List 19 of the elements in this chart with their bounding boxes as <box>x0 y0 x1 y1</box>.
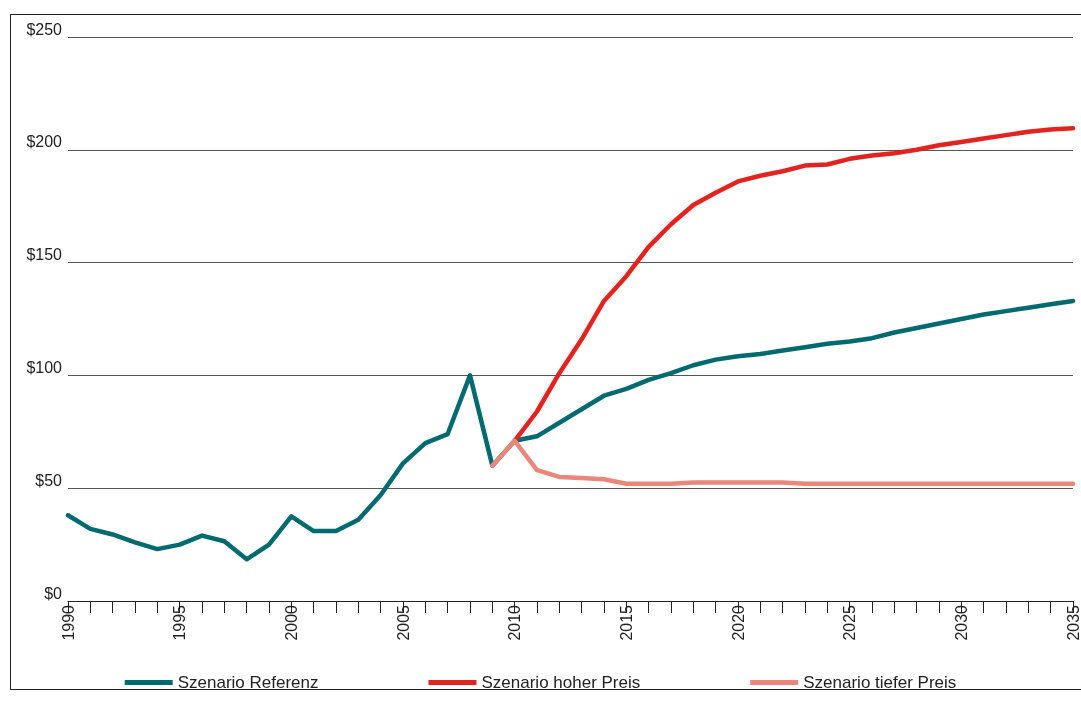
x-tick-label: 2030 <box>952 604 970 641</box>
legend-label: Szenario hoher Preis <box>481 673 641 692</box>
y-tick-label: $50 <box>35 471 63 489</box>
x-tick-label: 2000 <box>282 604 300 641</box>
x-tick-label: 2005 <box>394 604 412 641</box>
y-tick-label: $250 <box>26 20 63 38</box>
x-tick-label: 2035 <box>1064 604 1081 641</box>
x-tick-label: 1995 <box>171 604 189 641</box>
x-tick-label: 2020 <box>729 604 747 641</box>
x-tick-label: 2025 <box>841 604 859 641</box>
legend-label: Szenario Referenz <box>177 673 319 692</box>
x-tick-label: 2015 <box>617 604 635 641</box>
y-tick-label: $0 <box>44 584 63 602</box>
x-tick-label: 2010 <box>506 604 524 641</box>
x-tick-label: 1990 <box>59 604 77 641</box>
y-tick-label: $200 <box>26 133 63 151</box>
y-tick-label: $100 <box>26 358 63 376</box>
y-tick-label: $150 <box>26 246 63 264</box>
legend-label: Szenario tiefer Preis <box>803 673 957 692</box>
